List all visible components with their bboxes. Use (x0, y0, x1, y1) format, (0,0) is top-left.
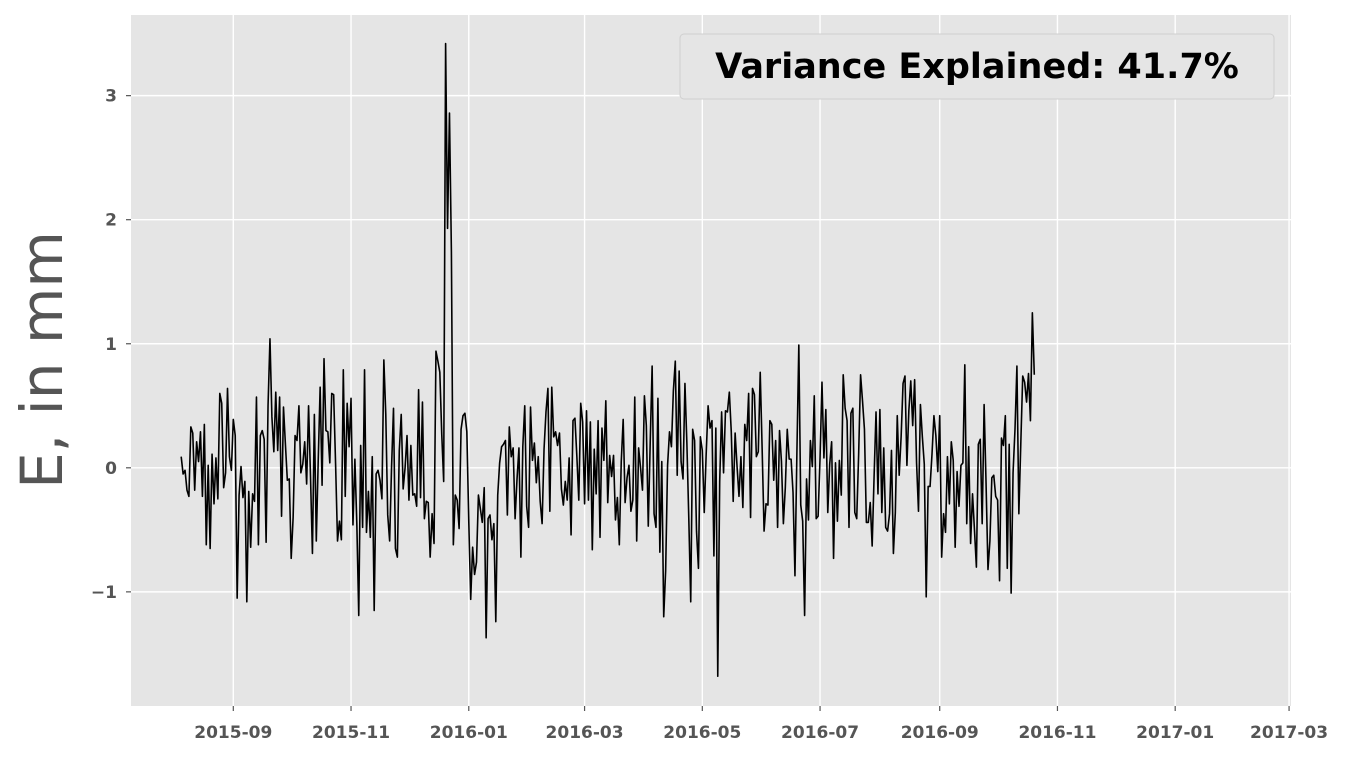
x-tick-label: 2016-11 (1018, 723, 1096, 743)
y-tick-label: −1 (91, 583, 117, 603)
x-tick-label: 2015-09 (194, 723, 272, 743)
plot-background (131, 15, 1291, 706)
axis-ticks: 2015-09 2015-11 2016-01 2016-03 2016-05 2016-… (91, 87, 1328, 743)
y-tick-label: 0 (105, 459, 117, 479)
x-tick-label: 2017-03 (1250, 723, 1328, 743)
x-tick-label: 2015-11 (312, 723, 390, 743)
x-tick-label: 2016-03 (546, 723, 624, 743)
x-tick-label: 2016-01 (430, 723, 508, 743)
x-tick-label: 2016-09 (901, 723, 979, 743)
y-tick-label: 3 (105, 87, 117, 107)
annotation-box: Variance Explained: 41.7% (679, 33, 1275, 100)
x-tick-label: 2016-07 (781, 723, 859, 743)
y-axis-label: E, in mm (8, 231, 76, 489)
annotation-text: Variance Explained: 41.7% (715, 47, 1239, 87)
y-tick-label: 2 (105, 211, 117, 231)
grid-lines (131, 15, 1291, 706)
x-tick-label: 2016-05 (663, 723, 741, 743)
y-tick-label: 1 (105, 335, 117, 355)
series-line (180, 42, 1036, 678)
x-tick-label: 2017-01 (1136, 723, 1214, 743)
